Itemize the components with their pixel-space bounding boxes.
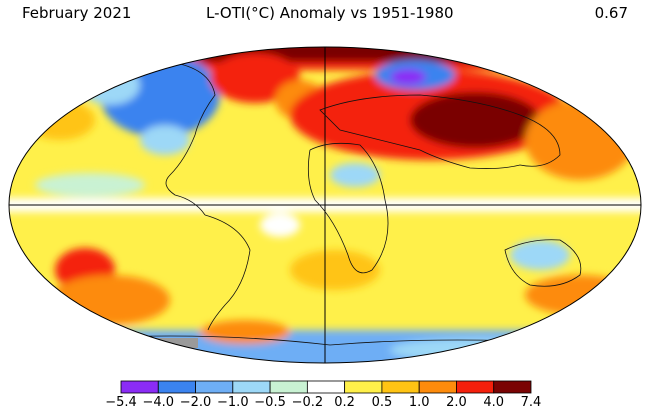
colorbar-tick-label: 2.0 bbox=[446, 395, 467, 410]
colorbar-swatch bbox=[232, 380, 271, 394]
colorbar-tick-label: −0.5 bbox=[254, 395, 286, 410]
colorbar-swatch bbox=[120, 380, 159, 394]
colorbar-swatch bbox=[269, 380, 308, 394]
colorbar-tick-label: 1.0 bbox=[408, 395, 430, 410]
map-date: February 2021 bbox=[22, 4, 132, 22]
colorbar-tick-label: 7.4 bbox=[520, 395, 542, 410]
colorbar-swatch bbox=[157, 380, 196, 394]
colorbar-swatch bbox=[493, 380, 532, 394]
colorbar-tick-label: 0.2 bbox=[334, 395, 355, 410]
colorbar-tick-label: −1.0 bbox=[217, 395, 249, 410]
colorbar-swatch bbox=[306, 380, 346, 394]
colorbar-tick-label: 4.0 bbox=[483, 395, 505, 410]
colorbar-swatch bbox=[381, 380, 420, 394]
colorbar-swatch bbox=[418, 380, 457, 394]
colorbar-swatch bbox=[195, 380, 234, 394]
colorbar-tick-label: −2.0 bbox=[179, 395, 212, 410]
global-mean-value: 0.67 bbox=[594, 4, 628, 22]
globe-outline bbox=[8, 46, 642, 364]
colorbar-swatch bbox=[344, 380, 383, 394]
colorbar-tick-label: 0.5 bbox=[371, 395, 393, 410]
colorbar-swatch bbox=[456, 380, 495, 394]
colorbar-tick-label: −0.2 bbox=[291, 395, 324, 410]
map-title: L-OTI(°C) Anomaly vs 1951-1980 bbox=[206, 4, 454, 22]
colorbar-tick-label: −5.4 bbox=[105, 395, 137, 410]
colorbar-tick-label: −4.0 bbox=[142, 395, 175, 410]
